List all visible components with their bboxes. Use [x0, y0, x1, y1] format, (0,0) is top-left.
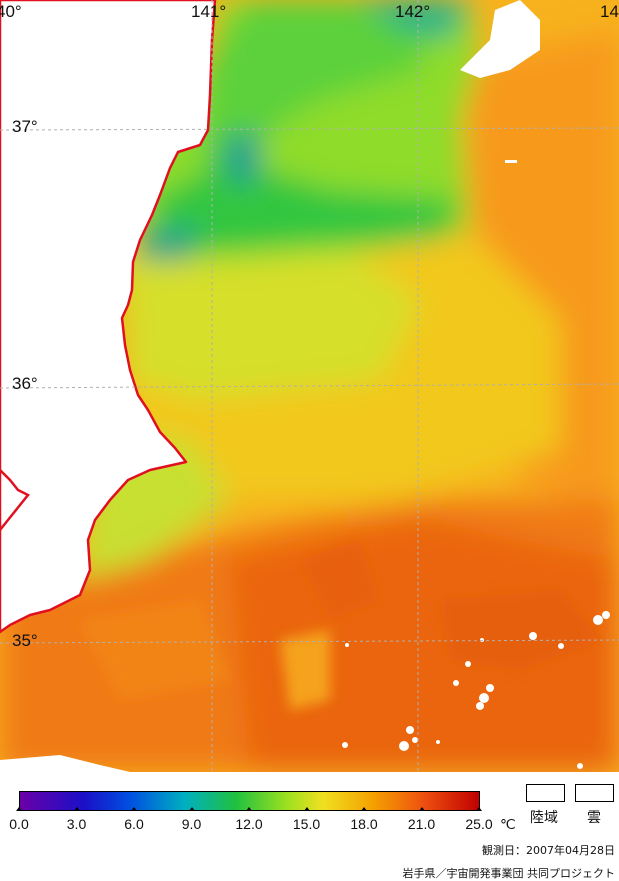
graticule [0, 0, 619, 772]
lon-label-140: 40° [0, 2, 22, 21]
colorbar-tick-label: 18.0 [350, 816, 378, 832]
colorbar-tick [246, 807, 252, 811]
credit-line: 岩手県／宇宙開発事業団 共同プロジェクト [402, 867, 616, 880]
lon-label-142: 142° [395, 2, 431, 21]
cloud-legend-label: 雲 [587, 810, 601, 826]
lat-label-35: 35° [12, 631, 38, 650]
colorbar-tick-label: 9.0 [181, 816, 202, 832]
colorbar-tick [418, 807, 425, 811]
lon-label-141: 141° [191, 2, 227, 21]
colorbar-tick-label: 21.0 [407, 816, 436, 832]
lon-label-143: 14 [600, 2, 619, 21]
colorbar-tick [73, 807, 80, 811]
temperature-unit: ℃ [500, 816, 516, 832]
land-legend-label: 陸域 [530, 810, 558, 826]
lat-label-36: 36° [12, 374, 38, 393]
colorbar-tick-label: 6.0 [124, 816, 144, 832]
colorbar-tick-label: 25.0 [465, 816, 493, 832]
cloud-specks [342, 611, 610, 769]
colorbar-tick [476, 807, 482, 811]
colorbar-tick [361, 807, 367, 811]
colorbar-tick [16, 807, 22, 811]
colorbar-tick [188, 807, 195, 811]
colorbar-tick [303, 807, 310, 811]
colorbar-tick-label: 0.0 [9, 816, 29, 832]
lat-label-37: 37° [12, 117, 38, 136]
land-mass [0, 0, 217, 634]
temperature-field [0, 0, 619, 772]
cloud-patch [460, 0, 540, 78]
colorbar-tick [131, 807, 137, 811]
cloud-legend-swatch [575, 784, 614, 802]
colorbar-tick-label: 15.0 [292, 816, 321, 832]
sea-surface-temperature-map [0, 0, 619, 772]
observation-date: 観測日：2007年04月28日 [482, 844, 615, 857]
colorbar-tick-label: 12.0 [235, 816, 263, 832]
colorbar-tick-label: 3.0 [66, 816, 87, 832]
land-legend-swatch [526, 784, 565, 802]
